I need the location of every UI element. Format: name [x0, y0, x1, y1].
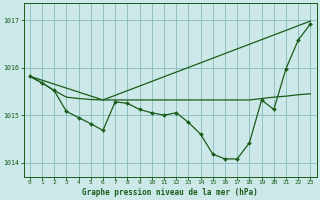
X-axis label: Graphe pression niveau de la mer (hPa): Graphe pression niveau de la mer (hPa): [82, 188, 258, 197]
